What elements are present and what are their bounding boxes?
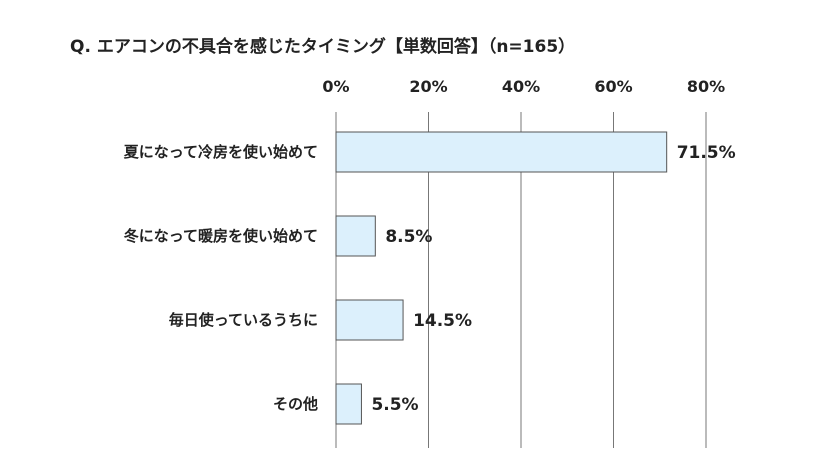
value-label-0: 71.5% [677, 143, 736, 163]
tick-label-40: 40% [502, 77, 540, 96]
bar-3 [335, 383, 362, 425]
chart-title: Q. エアコンの不具合を感じたタイミング【単数回答】（n=165） [70, 36, 575, 57]
value-label-2: 14.5% [413, 311, 472, 331]
category-label-3: その他 [273, 395, 318, 413]
bar-0 [335, 131, 668, 173]
x-axis-ticks: 0% 20% 40% 60% 80% [322, 77, 725, 96]
value-label-3: 5.5% [371, 395, 418, 415]
category-label-0: 夏になって冷房を使い始めて [123, 143, 318, 161]
value-label-1: 8.5% [385, 227, 432, 247]
tick-label-0: 0% [322, 77, 349, 96]
category-label-2: 毎日使っているうちに [169, 311, 318, 329]
bars [335, 131, 668, 425]
category-label-1: 冬になって暖房を使い始めて [124, 227, 318, 245]
tick-label-20: 20% [409, 77, 447, 96]
value-labels: 71.5% 8.5% 14.5% 5.5% [371, 143, 735, 415]
bar-1 [335, 215, 376, 257]
tick-label-60: 60% [594, 77, 632, 96]
tick-label-80: 80% [687, 77, 725, 96]
bar-2 [335, 299, 404, 341]
